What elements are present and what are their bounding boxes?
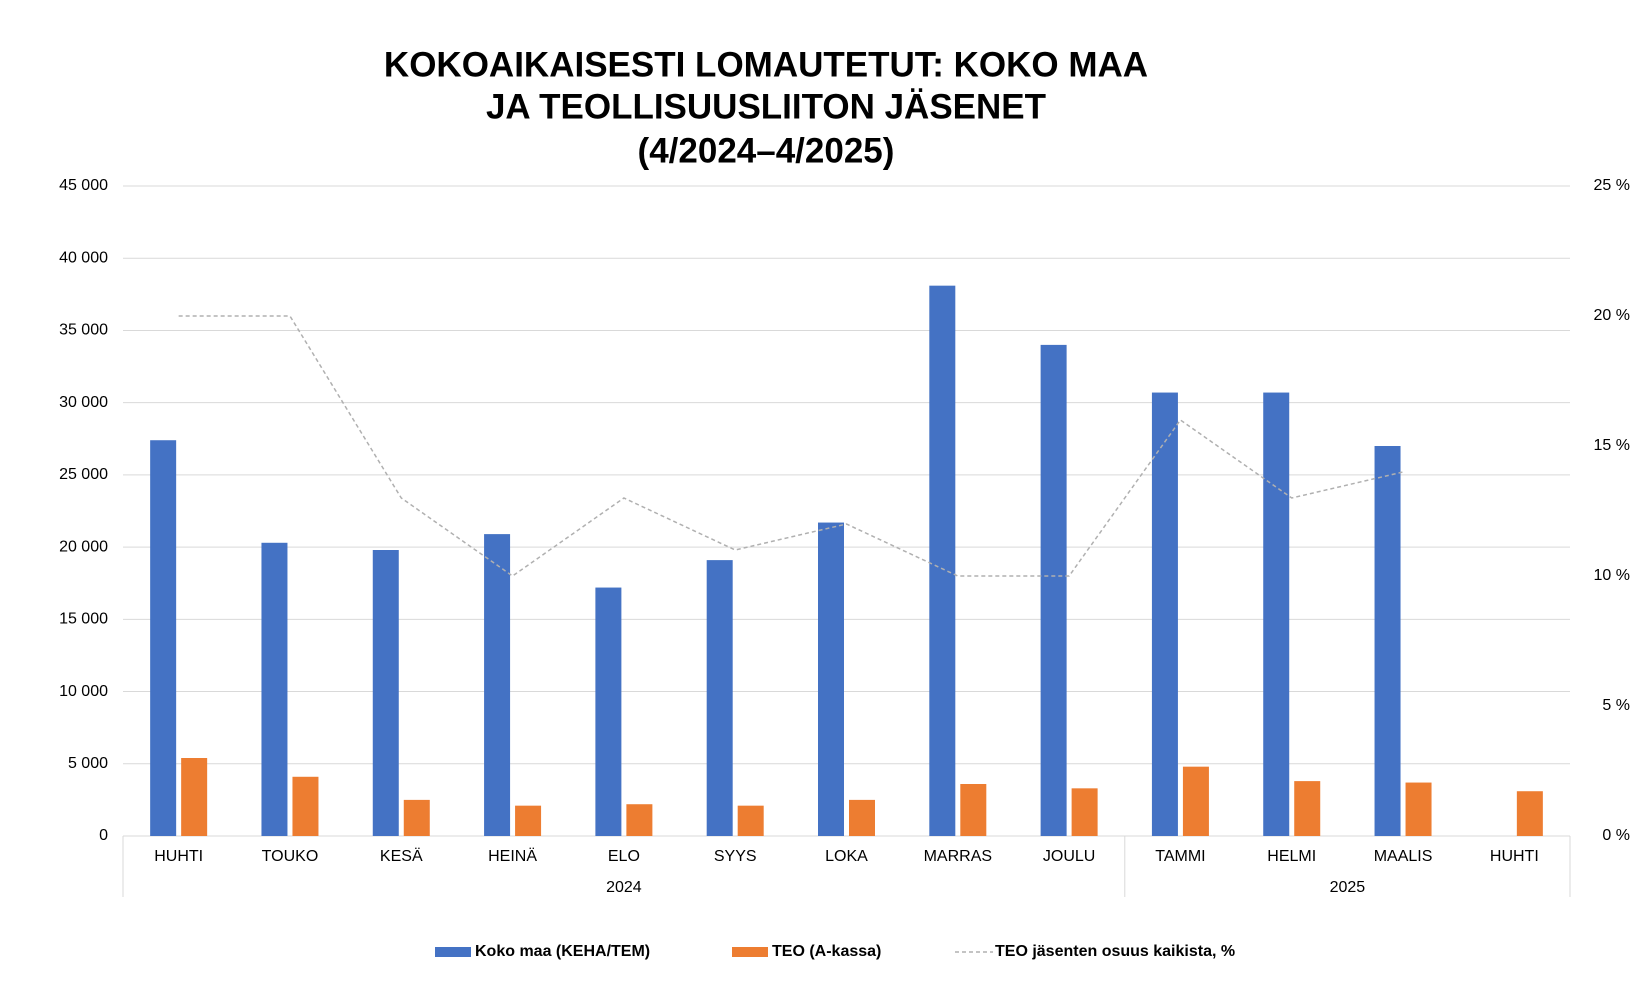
y-tick-label: 5 000 xyxy=(68,755,108,772)
legend: Koko maa (KEHA/TEM) TEO (A-kassa) TEO jäse… xyxy=(435,943,1235,960)
bar xyxy=(626,804,653,836)
y2-tick-label: 5 % xyxy=(1602,697,1630,714)
x-tick-label: ELO xyxy=(608,848,640,865)
x-tick-label: JOULU xyxy=(1043,848,1095,865)
y-tick-label: 45 000 xyxy=(59,177,108,194)
y-tick-label: 0 xyxy=(99,827,108,844)
y-tick-label: 40 000 xyxy=(59,249,108,266)
legend-label: TEO (A-kassa) xyxy=(772,943,881,960)
x-tick-label: MAALIS xyxy=(1374,848,1433,865)
bar xyxy=(1182,766,1209,836)
x-group-label: 2024 xyxy=(606,879,642,896)
legend-swatch xyxy=(732,947,768,957)
y-tick-label: 10 000 xyxy=(59,683,108,700)
bar xyxy=(1405,782,1432,836)
y-tick-label: 15 000 xyxy=(59,611,108,628)
x-tick-label: TAMMI xyxy=(1155,848,1205,865)
bar xyxy=(595,587,622,836)
y-tick-label: 35 000 xyxy=(59,322,108,339)
legend-label: Koko maa (KEHA/TEM) xyxy=(475,943,650,960)
bar xyxy=(706,560,733,836)
chart-title: JA TEOLLISUUSLIITON JÄSENET xyxy=(486,87,1046,126)
bar xyxy=(1071,788,1098,836)
bar xyxy=(1263,392,1290,836)
bar xyxy=(150,440,177,836)
chart-title: KOKOAIKAISESTI LOMAUTETUT: KOKO MAA xyxy=(384,45,1148,84)
x-tick-label: HELMI xyxy=(1267,848,1316,865)
y2-tick-label: 20 % xyxy=(1594,307,1630,324)
y2-tick-label: 10 % xyxy=(1594,567,1630,584)
bar xyxy=(1294,781,1321,836)
bar xyxy=(1040,344,1067,836)
bar xyxy=(181,758,208,836)
x-group-label: 2025 xyxy=(1330,879,1366,896)
bar xyxy=(372,550,399,836)
y2-tick-label: 0 % xyxy=(1602,827,1630,844)
bar xyxy=(737,805,764,836)
x-tick-label: HUHTI xyxy=(1490,848,1539,865)
line xyxy=(178,315,1404,577)
y2-tick-label: 25 % xyxy=(1594,177,1630,194)
bar xyxy=(1374,446,1401,836)
bar xyxy=(484,534,511,836)
bar xyxy=(929,285,956,837)
x-tick-label: SYYS xyxy=(714,848,757,865)
bar xyxy=(1151,392,1178,836)
bar xyxy=(960,784,987,836)
x-tick-label: KESÄ xyxy=(380,847,423,865)
x-tick-label: HEINÄ xyxy=(488,847,537,865)
y-tick-label: 25 000 xyxy=(59,466,108,483)
bar xyxy=(403,799,430,836)
x-tick-label: HUHTI xyxy=(154,848,203,865)
bar xyxy=(1516,791,1543,836)
bar xyxy=(818,522,844,836)
y2-tick-label: 15 % xyxy=(1594,437,1630,454)
y-tick-label: 20 000 xyxy=(59,538,108,555)
y-tick-label: 30 000 xyxy=(59,394,108,411)
legend-swatch xyxy=(435,947,471,957)
bar xyxy=(515,805,542,836)
x-tick-label: MARRAS xyxy=(924,848,992,865)
x-tick-label: LOKA xyxy=(825,848,868,865)
x-tick-label: TOUKO xyxy=(262,848,319,865)
bar xyxy=(292,776,319,836)
chart-title: (4/2024–4/2025) xyxy=(638,131,895,170)
legend-label: TEO jäsenten osuus kaikista, % xyxy=(995,943,1235,960)
bar xyxy=(849,799,875,836)
bar xyxy=(261,542,288,836)
